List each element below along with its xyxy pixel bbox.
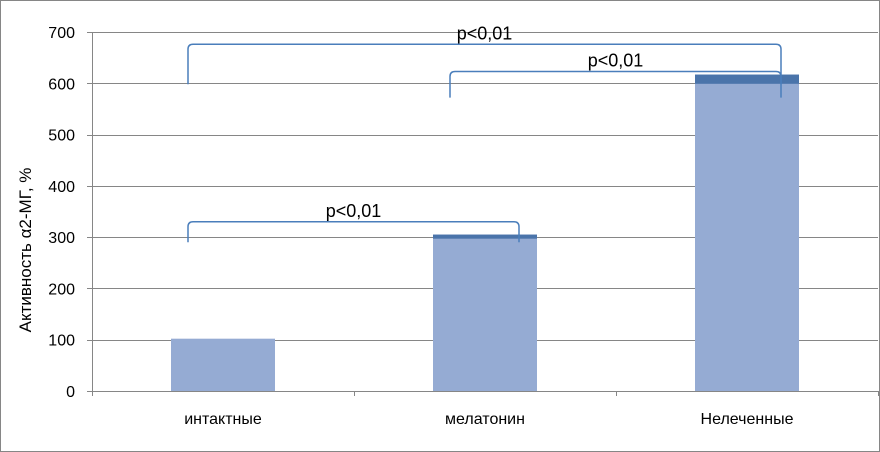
significance-bracket [187, 221, 520, 243]
y-tick-label: 700 [48, 25, 75, 42]
x-category-label: мелатонин [445, 411, 525, 428]
bar [695, 74, 799, 392]
bar [433, 234, 537, 391]
axes [87, 32, 879, 396]
x-category-label: Нелеченные [701, 411, 794, 428]
y-tick-label: 400 [48, 179, 75, 196]
y-tick-label: 500 [48, 128, 75, 145]
significance-label: p<0,01 [588, 50, 644, 70]
bar [171, 338, 275, 391]
y-tick-label: 300 [48, 230, 75, 247]
error-band [433, 234, 537, 239]
bars [171, 74, 799, 392]
x-category-labels: интактные мелатонин Нелеченные [184, 411, 793, 428]
significance-bracket [187, 43, 782, 85]
error-band [695, 74, 799, 84]
y-tick-label: 100 [48, 333, 75, 350]
x-category-label: интактные [184, 411, 262, 428]
y-tick-label: 600 [48, 76, 75, 93]
significance-label: p<0,01 [457, 23, 513, 43]
y-axis-title: Активность α2-МГ, % [16, 168, 35, 333]
significance-annotations: p<0,01 p<0,01 p<0,01 [187, 23, 782, 243]
significance-label: p<0,01 [326, 201, 382, 221]
y-tick-label: 0 [66, 384, 75, 401]
y-tick-label: 200 [48, 281, 75, 298]
y-tick-labels: 0 100 200 300 400 500 600 700 [48, 25, 75, 401]
